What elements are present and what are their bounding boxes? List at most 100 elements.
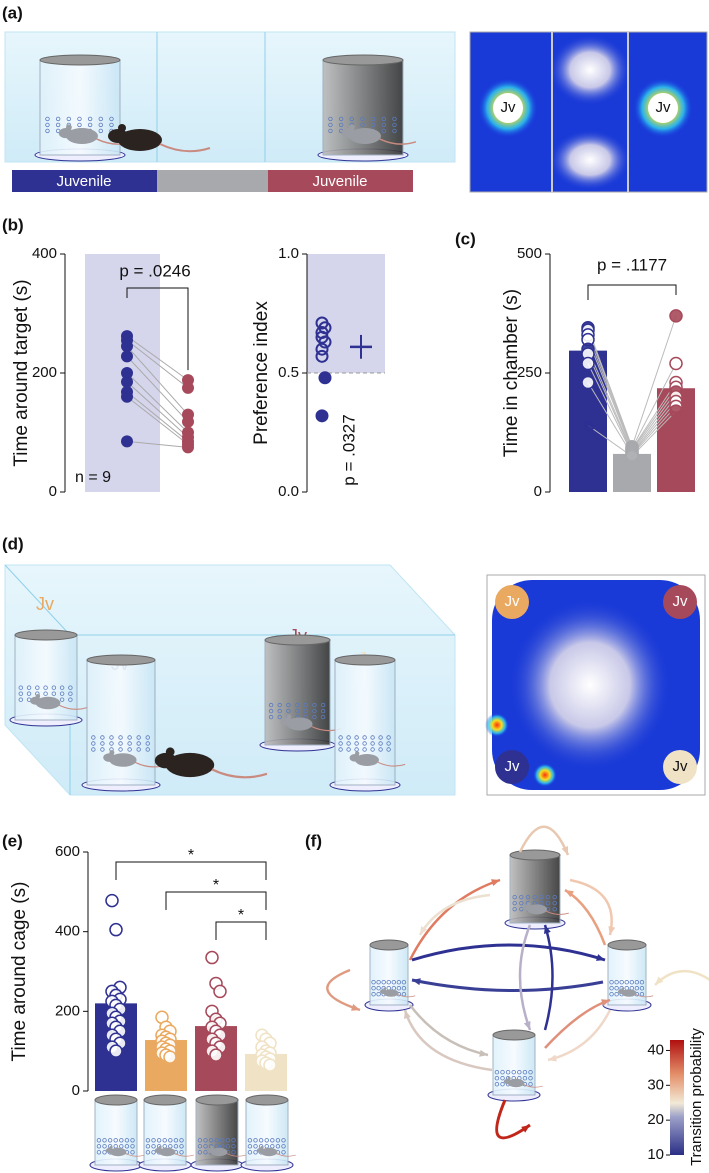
transition-arrow xyxy=(569,878,613,936)
cage-hole xyxy=(102,1138,107,1143)
cage-hole xyxy=(109,735,114,740)
mouse-head xyxy=(103,753,116,762)
point xyxy=(315,349,329,363)
mouse-head xyxy=(29,696,42,705)
highlight xyxy=(307,254,385,373)
mouse-body xyxy=(35,696,61,710)
transition-arrow xyxy=(495,1099,531,1140)
cage-hole xyxy=(532,894,537,900)
cage-hole xyxy=(145,741,150,746)
cage-hole xyxy=(220,1144,225,1149)
cage-top xyxy=(94,1094,138,1106)
y-tick-label: 0 xyxy=(49,483,57,500)
transition-arrow xyxy=(411,978,604,992)
point xyxy=(315,409,329,423)
transition-arrow xyxy=(408,878,501,961)
y-tick-label: 0 xyxy=(534,483,542,500)
mouse-ear xyxy=(210,1145,214,1149)
point xyxy=(318,335,332,349)
mouse-tail xyxy=(276,1153,296,1157)
cage-hole xyxy=(639,980,645,985)
cage-hole xyxy=(55,122,61,128)
mouse-head xyxy=(522,904,532,911)
cage-hole xyxy=(312,708,317,714)
cage-hole xyxy=(328,122,333,128)
pair-line xyxy=(126,440,189,448)
transition-arrow xyxy=(403,1009,493,1072)
cage-hole xyxy=(281,1150,286,1155)
cage-hole xyxy=(338,747,343,752)
cage-hole xyxy=(303,708,308,714)
pair-line xyxy=(126,396,189,445)
heat-blob xyxy=(550,35,630,105)
pair-line xyxy=(126,345,189,415)
cage-hole xyxy=(43,685,48,690)
cage-hole xyxy=(494,1069,500,1075)
point xyxy=(121,390,133,403)
mouse-body xyxy=(621,989,637,997)
target-label: Jv xyxy=(673,593,689,610)
target-marker xyxy=(495,585,529,619)
cage-hole xyxy=(109,122,114,128)
cage-hole xyxy=(494,1075,500,1081)
cage-hole xyxy=(264,1138,269,1143)
pair-line xyxy=(126,391,189,442)
cage-hole xyxy=(173,1138,179,1143)
colorbar xyxy=(670,1040,684,1155)
cage-hole xyxy=(136,741,141,746)
cage-hole xyxy=(151,1144,156,1149)
point xyxy=(121,367,133,379)
cage-hole xyxy=(614,986,619,991)
mouse-tail xyxy=(59,704,88,710)
cage-hole xyxy=(100,735,105,740)
point xyxy=(182,441,194,454)
cage-top xyxy=(39,54,121,66)
cage-hole xyxy=(100,747,105,752)
arrow-head xyxy=(601,999,610,1006)
cage-hole xyxy=(66,116,71,122)
zone-bar xyxy=(268,170,413,192)
cage-hole xyxy=(512,894,517,900)
cage-hole xyxy=(145,1138,151,1143)
cage-hole xyxy=(43,691,48,696)
transition-arrow xyxy=(409,1004,489,1057)
cage-hole xyxy=(619,980,624,985)
cage-hole xyxy=(539,894,544,900)
mouse-body xyxy=(286,717,313,731)
cage-hole xyxy=(130,1144,135,1149)
cage-hole xyxy=(277,714,282,720)
cage-hole xyxy=(338,735,343,740)
panel-label: (d) xyxy=(2,534,24,553)
point xyxy=(263,1058,277,1072)
transition-arrow xyxy=(564,888,607,946)
cage-hole xyxy=(281,1144,286,1149)
significance: * xyxy=(213,877,219,894)
arrow-head xyxy=(565,890,574,898)
mouse-body xyxy=(527,904,547,915)
mouse-tail xyxy=(226,1153,246,1157)
cage-hole xyxy=(145,1150,151,1155)
mouse-ear xyxy=(109,1145,113,1149)
arrow-head xyxy=(491,879,500,886)
cage-hole xyxy=(145,1144,151,1149)
cage-hole xyxy=(220,1138,225,1143)
cage-hole xyxy=(286,708,291,714)
mouse-head xyxy=(108,129,128,143)
cage-hole xyxy=(231,1138,236,1143)
cage-hole xyxy=(77,122,82,128)
cage-hole xyxy=(275,1138,281,1143)
cage-hole xyxy=(59,685,65,690)
cage-label: Jv xyxy=(36,594,54,614)
cage-top xyxy=(143,1094,187,1106)
y-tick-label: 0.0 xyxy=(278,483,299,500)
cage-hole xyxy=(370,735,375,740)
cage-hole xyxy=(381,980,386,985)
cage-hole xyxy=(624,980,629,985)
transition-arrow xyxy=(518,924,532,1031)
cage-hole xyxy=(362,747,367,752)
cage-hole xyxy=(59,697,65,702)
cage-hole xyxy=(253,1150,258,1155)
mouse-tail xyxy=(377,761,406,767)
cage-hole xyxy=(45,128,50,134)
pair-line xyxy=(126,335,189,381)
